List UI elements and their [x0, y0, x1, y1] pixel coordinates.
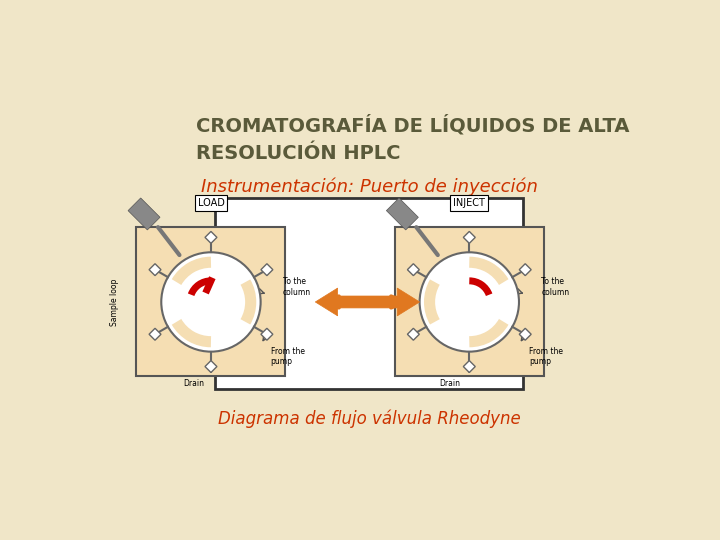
Text: Sample loop: Sample loop — [109, 278, 119, 326]
Polygon shape — [315, 288, 420, 316]
Text: Drain: Drain — [183, 380, 204, 388]
Polygon shape — [205, 361, 217, 373]
Text: From the
pump: From the pump — [529, 347, 563, 366]
Polygon shape — [408, 264, 419, 275]
Bar — [395, 227, 544, 376]
Text: Instrumentación: Puerto de inyección: Instrumentación: Puerto de inyección — [201, 177, 537, 195]
Polygon shape — [205, 232, 217, 244]
Polygon shape — [261, 264, 273, 275]
Polygon shape — [519, 264, 531, 275]
Bar — [387, 198, 418, 230]
Polygon shape — [519, 328, 531, 340]
Text: Diagrama de flujo válvula Rheodyne: Diagrama de flujo válvula Rheodyne — [217, 410, 521, 428]
Text: RESOLUCIÓN HPLC: RESOLUCIÓN HPLC — [197, 144, 401, 163]
Circle shape — [420, 252, 519, 352]
Text: CROMATOGRAFÍA DE LÍQUIDOS DE ALTA: CROMATOGRAFÍA DE LÍQUIDOS DE ALTA — [197, 114, 630, 135]
Polygon shape — [464, 232, 475, 244]
Text: INJECT: INJECT — [454, 198, 485, 207]
Text: Drain: Drain — [439, 380, 460, 388]
Polygon shape — [149, 328, 161, 340]
Bar — [136, 227, 285, 376]
Bar — [128, 198, 160, 230]
Polygon shape — [261, 328, 273, 340]
Text: To the
column: To the column — [283, 278, 311, 297]
Polygon shape — [464, 361, 475, 373]
Circle shape — [161, 252, 261, 352]
Polygon shape — [408, 328, 419, 340]
Text: From the
pump: From the pump — [271, 347, 305, 366]
Bar — [215, 198, 523, 389]
Text: LOAD: LOAD — [197, 198, 225, 207]
Text: To the
column: To the column — [541, 278, 570, 297]
Polygon shape — [149, 264, 161, 275]
